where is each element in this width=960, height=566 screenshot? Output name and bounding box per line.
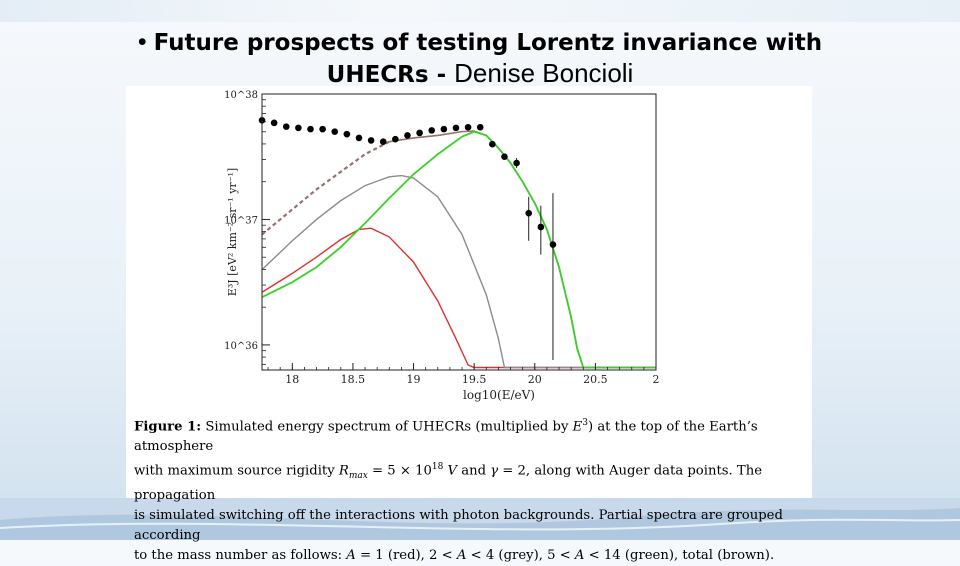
x-tick-label: 20 xyxy=(528,373,542,386)
series-line-2 xyxy=(261,227,656,369)
caption-label: Figure 1: xyxy=(134,419,202,435)
caption-text: < 4 (grey), 5 < xyxy=(466,548,575,564)
title-bullet: • xyxy=(137,28,147,56)
data-point xyxy=(549,241,557,248)
title-author: Denise Boncioli xyxy=(454,58,634,88)
chart-data-points-group xyxy=(258,117,557,360)
data-point xyxy=(270,119,278,127)
figure-panel: 18 18.5 19 19.5 20 20.5 2 10^38 10^37 10^36 E³J [e… xyxy=(126,86,812,563)
caption-line-1: Figure 1: Simulated energy spectrum of U… xyxy=(134,413,804,457)
caption-line-2: with maximum source rigidity Rmax = 5 × … xyxy=(134,457,804,506)
data-point xyxy=(452,124,460,132)
slide-top-band xyxy=(0,0,960,22)
series-line-total xyxy=(389,130,656,369)
data-point xyxy=(513,159,520,167)
data-point xyxy=(379,138,387,145)
data-point xyxy=(404,132,411,139)
y-tick-label: 10^37 xyxy=(224,215,258,226)
data-point xyxy=(440,125,448,133)
spectrum-chart: 18 18.5 19 19.5 20 20.5 2 10^38 10^37 10^36 E³J [e… xyxy=(224,90,659,402)
slide-title: • Future prospects of testing Lorentz in… xyxy=(60,27,900,90)
data-point xyxy=(295,124,302,132)
caption-var-a: A xyxy=(346,548,356,564)
caption-var-a: A xyxy=(574,548,585,564)
y-tick-label: 10^38 xyxy=(224,90,258,101)
x-tick-label: 19 xyxy=(407,373,421,386)
data-point xyxy=(307,125,314,133)
data-point xyxy=(416,129,423,137)
caption-text: to the mass number as follows: xyxy=(134,548,347,564)
data-point xyxy=(331,128,339,135)
x-tick-label: 18.5 xyxy=(341,373,366,386)
slide-bottom-decoration xyxy=(0,498,960,540)
x-tick-label: 18 xyxy=(285,373,299,386)
caption-var-gamma: γ xyxy=(490,463,499,479)
caption-text: with maximum source rigidity xyxy=(134,463,339,479)
caption-var-a: A xyxy=(456,548,467,564)
data-point xyxy=(319,125,326,133)
data-point xyxy=(355,134,363,142)
series-line-total-dashed xyxy=(261,140,390,236)
caption-text: and xyxy=(457,463,491,479)
caption-text: < 14 (green), total (brown). xyxy=(584,548,775,564)
data-point xyxy=(525,209,533,217)
series-line-3 xyxy=(261,174,656,369)
data-point xyxy=(367,137,375,144)
data-point xyxy=(428,127,436,134)
x-tick-label: 2 xyxy=(653,373,660,386)
chart-series-group xyxy=(261,130,656,369)
caption-text: = 5 × 10 xyxy=(367,463,432,479)
caption-var-r: R xyxy=(338,463,349,479)
data-point xyxy=(501,153,508,161)
data-point xyxy=(537,223,545,231)
data-point xyxy=(476,123,484,131)
caption-var-e: E xyxy=(572,419,583,435)
data-point xyxy=(392,135,399,143)
caption-line-3: is simulated switching off the interacti… xyxy=(134,508,783,544)
x-axis-label: log10(E/eV) xyxy=(463,388,535,402)
y-axis-label: E³J [eV² km⁻² sr⁻¹ yr⁻¹] xyxy=(226,168,239,296)
caption-line-4: to the mass number as follows: A = 1 (re… xyxy=(134,546,804,566)
figure-caption: Figure 1: Simulated energy spectrum of U… xyxy=(134,413,804,566)
caption-text: Simulated energy spectrum of UHECRs (mul… xyxy=(201,419,573,435)
x-tick-label: 19.5 xyxy=(462,373,487,386)
series-line-4 xyxy=(261,130,656,369)
caption-text: = 2, along with Auger data points. The p… xyxy=(134,463,763,504)
data-point xyxy=(282,123,290,130)
x-tick-label: 20.5 xyxy=(583,373,608,386)
data-point xyxy=(343,130,351,138)
title-separator: - xyxy=(428,62,455,88)
title-line-1: Future prospects of testing Lorentz inva… xyxy=(153,30,823,56)
caption-sub: max xyxy=(348,471,368,482)
title-line-2: UHECRs xyxy=(326,62,429,88)
caption-var-v: V xyxy=(443,463,458,479)
caption-text: = 1 (red), 2 < xyxy=(355,548,457,564)
caption-text: ) at the top of the Earth’s atmosphere xyxy=(134,419,758,455)
caption-sup: 18 xyxy=(431,462,444,473)
plot-frame xyxy=(261,93,657,371)
y-tick-label: 10^36 xyxy=(224,341,258,352)
data-point xyxy=(464,123,472,131)
chart-axes-group: 18 18.5 19 19.5 20 20.5 2 10^38 10^37 10^36 E³J [e… xyxy=(224,90,659,402)
caption-sup: 3 xyxy=(582,418,588,428)
data-point xyxy=(489,140,496,148)
